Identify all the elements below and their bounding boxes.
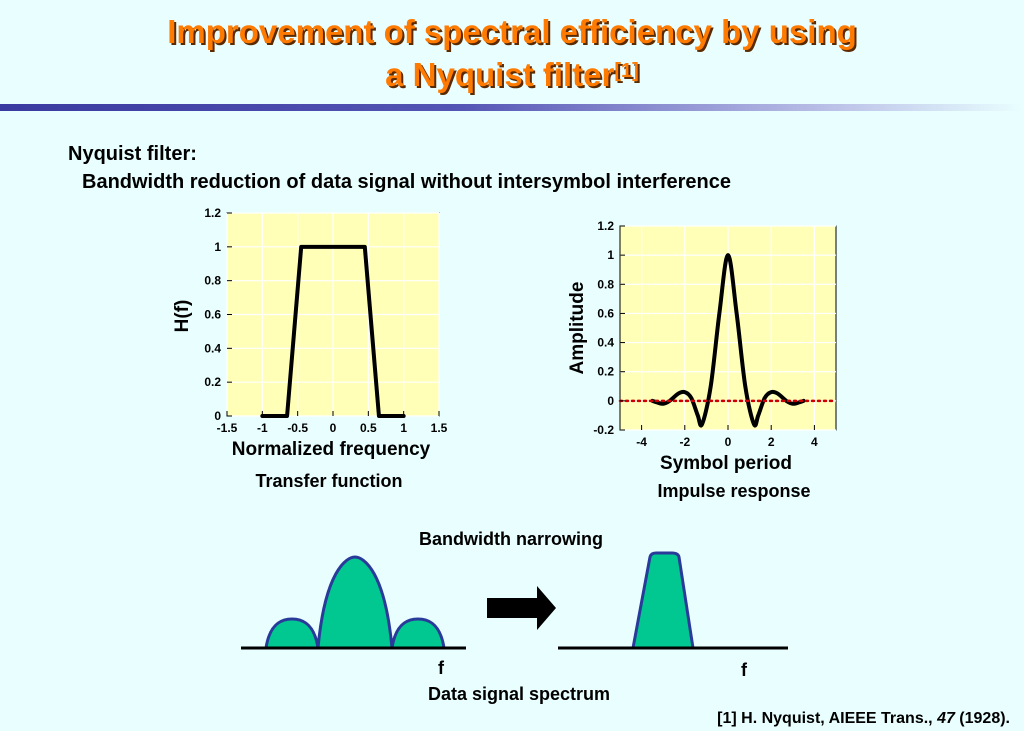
x-tick-label: -1 [257,421,268,435]
chart2-xlabel: Symbol period [660,453,792,474]
series-line [650,253,806,428]
y-tick-label: 0.4 [204,341,221,355]
chart1-y-ticks: 0 0.2 0.4 0.6 0.8 1 1.2 [204,206,232,423]
x-tick-label: -4 [636,435,647,449]
chart2-y-ticks: -0.2 0 0.2 0.4 0.6 0.8 1 1.2 [593,219,625,437]
chart2-ylabel: Amplitude [567,282,588,375]
x-tick-label: 0 [330,421,337,435]
spectrum-caption: Data signal spectrum [428,684,610,704]
y-tick-label: 0.2 [597,365,614,379]
x-tick-label: 0 [725,435,732,449]
x-tick-label: 1.5 [431,421,448,435]
y-tick-label: 0.6 [597,306,614,320]
left-axis-label: f [438,658,445,678]
chart1-ylabel: H(f) [172,300,193,333]
y-tick-label: 0.4 [597,336,614,350]
title-divider [0,104,1024,111]
y-tick-label: 0.2 [204,375,221,389]
reference-volume: 47 [936,710,956,727]
chart2-lines [618,253,838,428]
chart2-caption: Impulse response [657,481,810,501]
y-tick-label: 0 [214,409,221,423]
y-tick-label: -0.2 [593,423,614,437]
y-tick-label: 0.8 [597,277,614,291]
chart2-x-ticks: -4 -2 0 2 4 [636,425,818,449]
intro-subtitle: Bandwidth reduction of data signal witho… [82,171,731,193]
title-text-2: a Nyquist filter [385,56,615,93]
right-side-lobe [390,617,446,650]
y-tick-label: 0.6 [204,308,221,322]
reference-suffix: (1928). [955,710,1010,727]
y-tick-label: 0.8 [204,274,221,288]
intro-heading: Nyquist filter: [68,143,197,165]
x-tick-label: 2 [768,435,775,449]
left-side-lobe [264,617,320,650]
transfer-function-chart: -1.5 -1 -0.5 0 0.5 1 1.5 0 0.2 0.4 0.6 0.8 1 1.2 Nor… [172,206,448,491]
chart1-x-ticks: -1.5 -1 -0.5 0 0.5 1 1.5 [217,411,448,435]
x-tick-label: -1.5 [217,421,238,435]
x-tick-label: 4 [811,435,818,449]
right-arrow-icon [487,586,556,630]
y-tick-label: 1.2 [597,219,614,233]
y-tick-label: 0 [607,394,614,408]
y-tick-label: 1.2 [204,206,221,220]
title-reference: [1] [614,60,639,82]
impulse-response-chart: -4 -2 0 2 4 -0.2 0 0.2 0.4 0.6 0.8 1 1.2 Symbol per… [567,219,838,501]
x-tick-label: -0.5 [287,421,308,435]
title-line-2: a Nyquist filter[1] [0,55,1024,95]
reference-prefix: [1] H. Nyquist, AIEEE Trans., [717,710,937,727]
x-tick-label: -2 [679,435,690,449]
series-line [260,244,406,418]
right-axis-label: f [741,660,748,680]
filtered-lobe [631,551,695,650]
narrow-spectrum: f [558,551,788,680]
chart1-xlabel: Normalized frequency [232,439,431,460]
bandwidth-narrowing-label: Bandwidth narrowing [419,529,603,549]
title-text-1: Improvement of spectral efficiency by us… [167,13,857,50]
y-tick-label: 1 [214,240,221,254]
title-line-1: Improvement of spectral efficiency by us… [0,12,1024,52]
y-tick-label: 1 [607,248,614,262]
chart1-lines [260,244,406,418]
main-lobe [316,555,394,650]
x-tick-label: 1 [400,421,407,435]
x-tick-label: 0.5 [360,421,377,435]
reference-citation: [1] H. Nyquist, AIEEE Trans., 47 (1928). [717,710,1010,727]
spectrum-diagram: Bandwidth narrowing f f Data signal spec… [241,529,788,704]
chart1-caption: Transfer function [255,471,402,491]
wide-spectrum: f [241,555,466,678]
